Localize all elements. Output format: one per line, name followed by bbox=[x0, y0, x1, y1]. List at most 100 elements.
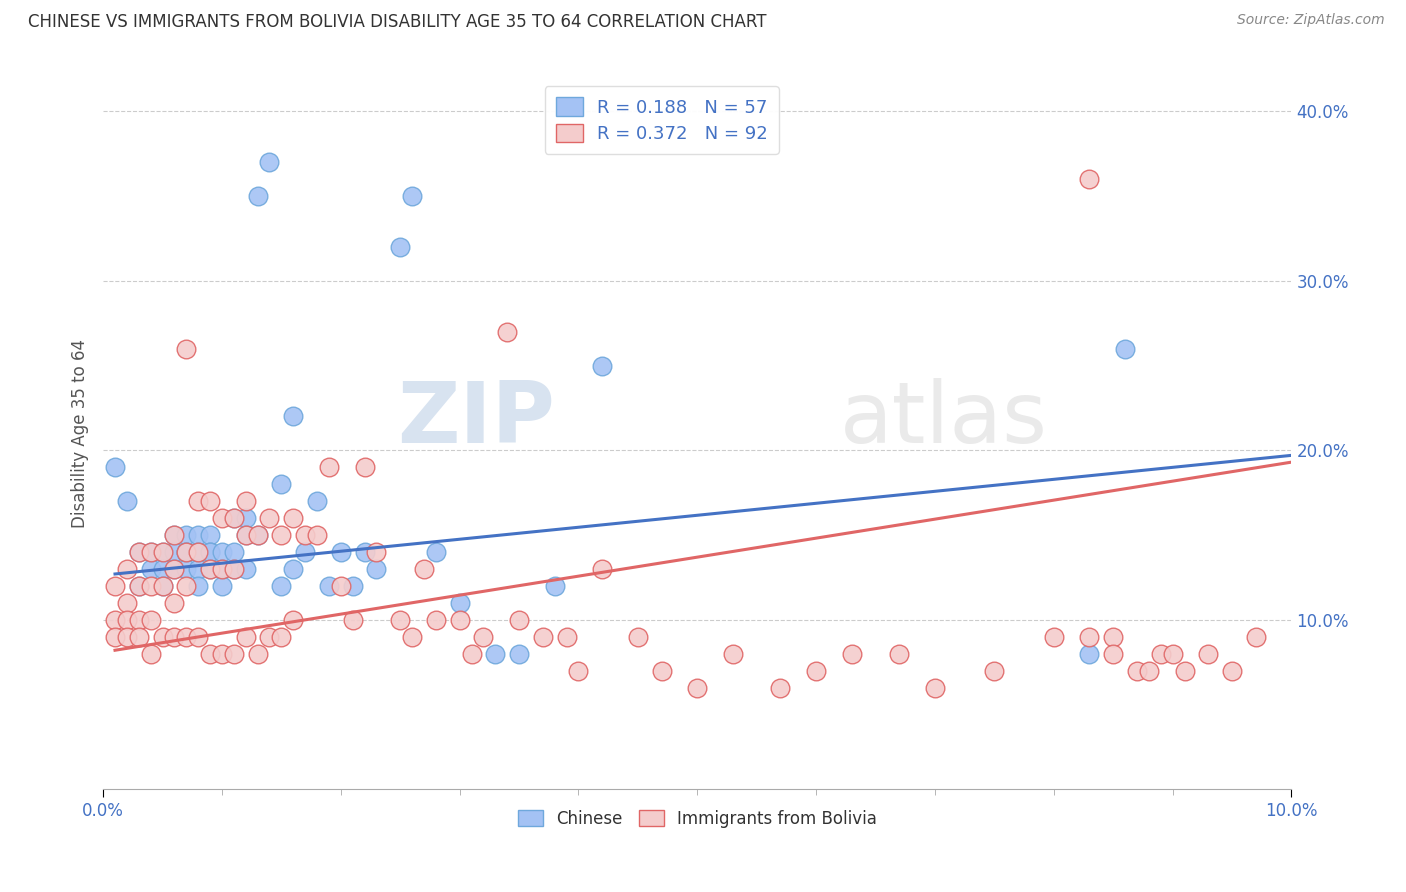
Point bbox=[211, 545, 233, 559]
Point bbox=[769, 681, 792, 695]
Point bbox=[211, 579, 233, 593]
Point bbox=[152, 545, 174, 559]
Point bbox=[329, 579, 352, 593]
Point bbox=[449, 596, 471, 610]
Point bbox=[544, 579, 567, 593]
Point bbox=[152, 545, 174, 559]
Text: CHINESE VS IMMIGRANTS FROM BOLIVIA DISABILITY AGE 35 TO 64 CORRELATION CHART: CHINESE VS IMMIGRANTS FROM BOLIVIA DISAB… bbox=[28, 13, 766, 31]
Point bbox=[163, 528, 186, 542]
Point bbox=[841, 647, 863, 661]
Point bbox=[889, 647, 911, 661]
Point bbox=[235, 494, 257, 508]
Point bbox=[449, 613, 471, 627]
Point bbox=[401, 630, 423, 644]
Point bbox=[104, 630, 127, 644]
Point bbox=[270, 528, 292, 542]
Point bbox=[246, 528, 269, 542]
Point bbox=[152, 562, 174, 576]
Point bbox=[128, 579, 150, 593]
Point bbox=[508, 613, 530, 627]
Text: Source: ZipAtlas.com: Source: ZipAtlas.com bbox=[1237, 13, 1385, 28]
Point bbox=[235, 528, 257, 542]
Point bbox=[924, 681, 946, 695]
Point bbox=[128, 630, 150, 644]
Point bbox=[567, 664, 589, 678]
Point bbox=[531, 630, 554, 644]
Point bbox=[163, 562, 186, 576]
Point bbox=[176, 342, 198, 356]
Point bbox=[176, 528, 198, 542]
Point bbox=[259, 155, 281, 169]
Point bbox=[187, 562, 209, 576]
Point bbox=[198, 528, 221, 542]
Point bbox=[128, 579, 150, 593]
Point bbox=[627, 630, 650, 644]
Point bbox=[246, 189, 269, 203]
Point bbox=[1078, 647, 1101, 661]
Point bbox=[555, 630, 578, 644]
Point bbox=[187, 545, 209, 559]
Point bbox=[318, 460, 340, 475]
Point bbox=[1114, 342, 1136, 356]
Point bbox=[496, 325, 519, 339]
Point bbox=[152, 579, 174, 593]
Point bbox=[246, 528, 269, 542]
Point bbox=[128, 545, 150, 559]
Point bbox=[270, 477, 292, 491]
Point bbox=[1126, 664, 1149, 678]
Point bbox=[721, 647, 744, 661]
Point bbox=[222, 511, 245, 525]
Point bbox=[484, 647, 506, 661]
Point bbox=[211, 647, 233, 661]
Point bbox=[366, 562, 388, 576]
Point bbox=[294, 528, 316, 542]
Point bbox=[139, 545, 162, 559]
Point bbox=[1078, 172, 1101, 186]
Point bbox=[163, 596, 186, 610]
Point bbox=[1161, 647, 1184, 661]
Point bbox=[222, 562, 245, 576]
Point bbox=[163, 630, 186, 644]
Text: ZIP: ZIP bbox=[396, 377, 555, 460]
Point bbox=[139, 545, 162, 559]
Point bbox=[389, 613, 412, 627]
Point bbox=[176, 545, 198, 559]
Point bbox=[342, 613, 364, 627]
Point bbox=[283, 409, 305, 424]
Point bbox=[283, 562, 305, 576]
Point bbox=[651, 664, 673, 678]
Point bbox=[176, 630, 198, 644]
Point bbox=[294, 545, 316, 559]
Point bbox=[211, 562, 233, 576]
Point bbox=[246, 647, 269, 661]
Point bbox=[128, 613, 150, 627]
Point bbox=[139, 562, 162, 576]
Point bbox=[115, 562, 138, 576]
Point bbox=[187, 545, 209, 559]
Point bbox=[270, 630, 292, 644]
Y-axis label: Disability Age 35 to 64: Disability Age 35 to 64 bbox=[72, 339, 89, 528]
Point bbox=[176, 579, 198, 593]
Point bbox=[460, 647, 482, 661]
Point bbox=[222, 511, 245, 525]
Point bbox=[270, 579, 292, 593]
Point bbox=[305, 494, 328, 508]
Point bbox=[983, 664, 1005, 678]
Legend: Chinese, Immigrants from Bolivia: Chinese, Immigrants from Bolivia bbox=[510, 803, 884, 834]
Point bbox=[163, 562, 186, 576]
Point bbox=[187, 494, 209, 508]
Point bbox=[198, 562, 221, 576]
Point bbox=[115, 613, 138, 627]
Point bbox=[235, 511, 257, 525]
Point bbox=[591, 562, 613, 576]
Point bbox=[804, 664, 827, 678]
Point bbox=[413, 562, 436, 576]
Point bbox=[115, 596, 138, 610]
Point bbox=[508, 647, 530, 661]
Point bbox=[1102, 630, 1125, 644]
Point bbox=[222, 545, 245, 559]
Point bbox=[104, 579, 127, 593]
Point bbox=[591, 359, 613, 373]
Point bbox=[305, 528, 328, 542]
Point bbox=[1137, 664, 1160, 678]
